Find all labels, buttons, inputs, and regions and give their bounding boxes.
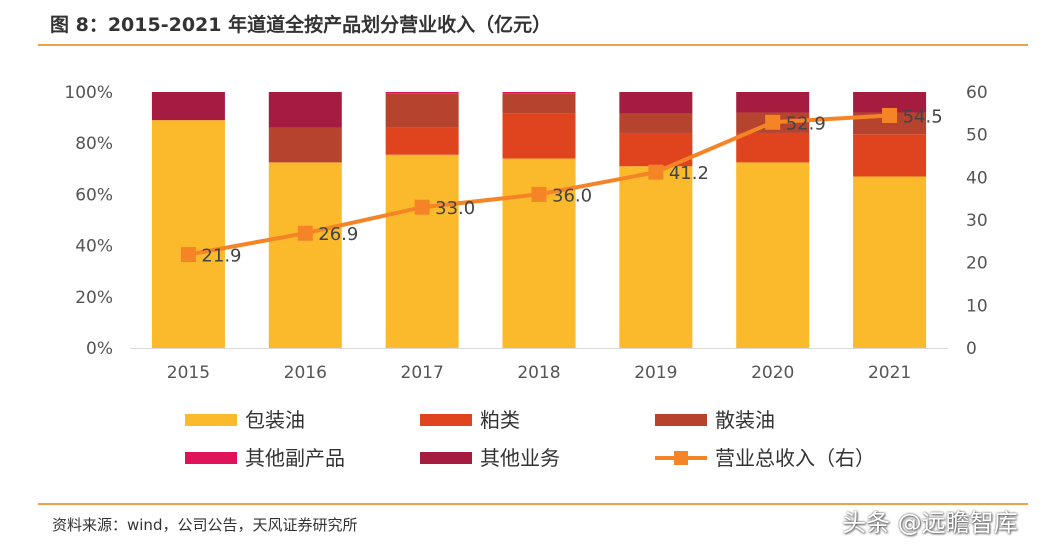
- y-right-tick-label: 40: [966, 168, 988, 188]
- bar-segment: [619, 92, 693, 114]
- bar-segment: [853, 92, 927, 113]
- legend-label: 粕类: [480, 408, 520, 432]
- x-tick-label: 2020: [751, 363, 794, 383]
- y-right-tick-label: 60: [966, 83, 988, 103]
- bar-segment: [268, 92, 342, 128]
- chart-title: 图 8：2015-2021 年道道全按产品划分营业收入（亿元）: [50, 14, 552, 36]
- y-left-tick-label: 0%: [86, 339, 113, 359]
- legend-label: 散装油: [715, 408, 775, 432]
- bar-segment: [385, 127, 459, 155]
- legend-swatch: [185, 414, 237, 426]
- bar-segment: [853, 176, 927, 348]
- revenue-marker: [531, 186, 547, 202]
- revenue-marker: [180, 247, 196, 263]
- x-tick-label: 2016: [284, 363, 327, 383]
- bar-segment: [619, 113, 693, 133]
- bar-segment: [385, 154, 459, 348]
- bar-segment: [151, 92, 225, 121]
- revenue-data-label: 52.9: [786, 113, 826, 134]
- revenue-marker: [765, 114, 781, 130]
- legend-label: 其他业务: [480, 446, 560, 470]
- revenue-data-label: 26.9: [318, 224, 358, 245]
- revenue-data-label: 54.5: [903, 106, 943, 127]
- bar-segment: [385, 93, 459, 128]
- y-left-tick-label: 100%: [64, 83, 113, 103]
- revenue-marker: [414, 199, 430, 215]
- bar-segment: [502, 113, 576, 159]
- y-left-tick-label: 40%: [75, 237, 113, 257]
- x-tick-label: 2018: [517, 363, 560, 383]
- revenue-marker: [648, 164, 664, 180]
- bar-segment: [736, 92, 810, 113]
- bar-segment: [502, 92, 576, 94]
- footer-divider: [38, 503, 1028, 505]
- bar-segment: [502, 93, 576, 114]
- y-left-tick-label: 80%: [75, 134, 113, 154]
- watermark: 头条 @远瞻智库: [842, 509, 1018, 537]
- x-tick-label: 2017: [401, 363, 444, 383]
- revenue-marker: [882, 107, 898, 123]
- y-right-tick-label: 20: [966, 254, 988, 274]
- y-right-tick-label: 50: [966, 126, 988, 146]
- legend-swatch: [420, 452, 472, 464]
- x-tick-label: 2021: [868, 363, 911, 383]
- x-tick-label: 2015: [167, 363, 210, 383]
- x-tick-label: 2019: [634, 363, 677, 383]
- revenue-data-label: 21.9: [201, 246, 241, 267]
- bar-segment: [619, 166, 693, 348]
- y-right-tick-label: 30: [966, 211, 988, 231]
- bar-segment: [385, 92, 459, 94]
- legend-line-marker: [674, 451, 688, 465]
- revenue-data-label: 41.2: [669, 163, 709, 184]
- bar-segment: [853, 134, 927, 177]
- bar-segment: [151, 120, 225, 348]
- legend-label: 包装油: [245, 408, 305, 432]
- y-left-tick-label: 20%: [75, 288, 113, 308]
- legend-label: 其他副产品: [245, 446, 345, 470]
- revenue-marker: [297, 225, 313, 241]
- bar-segment: [736, 132, 810, 163]
- title-divider: [38, 44, 1028, 46]
- source-note: 资料来源：wind，公司公告，天风证券研究所: [52, 516, 358, 534]
- bar-segment: [268, 127, 342, 163]
- y-left-tick-label: 60%: [75, 185, 113, 205]
- y-right-tick-label: 10: [966, 296, 988, 316]
- bar-segment: [736, 162, 810, 348]
- revenue-data-label: 36.0: [552, 185, 592, 206]
- legend-swatch: [655, 414, 707, 426]
- legend-swatch: [185, 452, 237, 464]
- bar-segment: [268, 162, 342, 348]
- legend-swatch: [420, 414, 472, 426]
- legend-label: 营业总收入（右）: [715, 446, 875, 470]
- revenue-data-label: 33.0: [435, 198, 475, 219]
- y-right-tick-label: 0: [966, 339, 977, 359]
